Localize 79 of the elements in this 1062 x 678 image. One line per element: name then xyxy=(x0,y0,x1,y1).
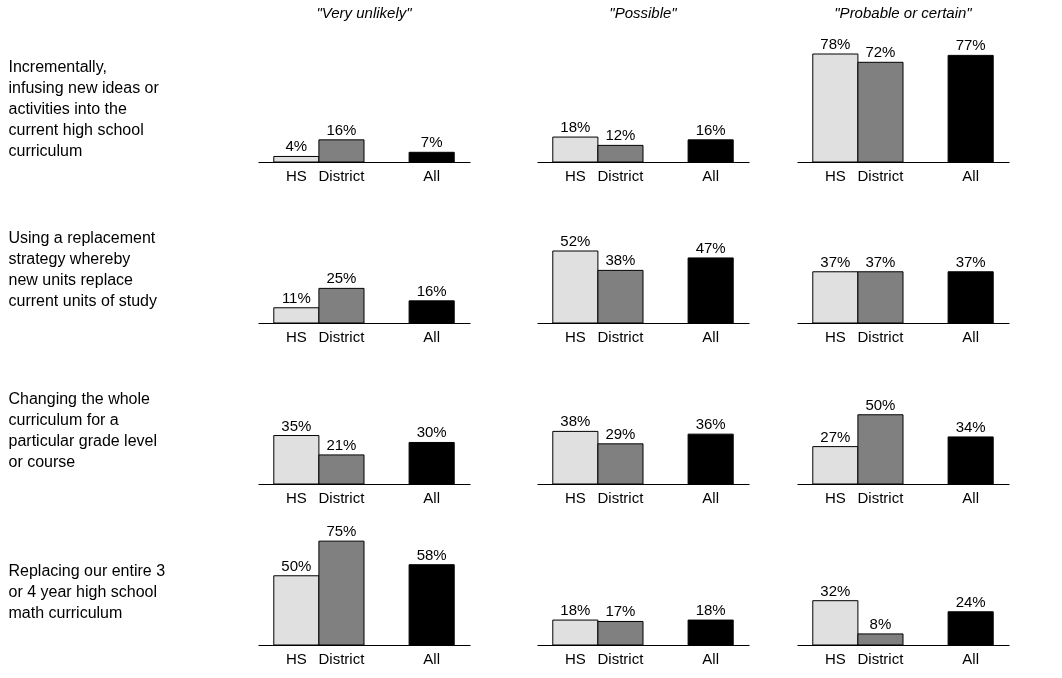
data-label: 78% xyxy=(820,35,851,52)
x-tick-label: All xyxy=(702,327,719,345)
x-tick-label: All xyxy=(423,488,440,506)
data-label: 38% xyxy=(560,412,591,430)
chart-title: "Probable or certain" xyxy=(833,3,973,23)
x-tick-label: District xyxy=(318,488,366,506)
x-tick-label: HS xyxy=(824,649,846,667)
x-tick-label: All xyxy=(423,649,440,667)
data-label: 11% xyxy=(281,288,311,306)
y-axis-title: Replacing our entire 3 or 4 year high school math curriculum xyxy=(8,561,166,621)
x-tick-label: HS xyxy=(285,166,307,184)
data-label: 38% xyxy=(605,251,636,269)
chart-title: "Possible" xyxy=(608,3,678,23)
data-label: 12% xyxy=(605,126,636,144)
x-tick-label: All xyxy=(962,649,979,667)
data-label: 35% xyxy=(281,416,312,434)
data-label: 16% xyxy=(416,281,447,299)
y-axis-title: Changing the whole curriculum for a particular grade level or course xyxy=(8,390,158,470)
x-tick-label: District xyxy=(857,488,905,506)
data-label: 36% xyxy=(695,415,726,433)
x-tick-label: District xyxy=(597,488,645,506)
x-tick-label: HS xyxy=(285,488,307,506)
data-label: 21% xyxy=(326,435,357,453)
x-tick-label: District xyxy=(318,166,366,184)
data-label: 16% xyxy=(695,120,726,138)
x-tick-label: All xyxy=(702,166,719,184)
x-tick-label: HS xyxy=(824,488,846,506)
chart-title: "Very unlikely" xyxy=(315,3,413,23)
x-tick-label: HS xyxy=(824,166,846,184)
x-tick-label: District xyxy=(318,327,366,345)
x-tick-label: All xyxy=(962,166,979,184)
x-tick-label: District xyxy=(597,327,645,345)
data-label: 17% xyxy=(605,602,636,620)
x-tick-label: District xyxy=(857,166,905,184)
data-label: 30% xyxy=(416,423,447,441)
data-label: 47% xyxy=(695,238,726,256)
x-tick-label: All xyxy=(423,166,440,184)
data-label: 77% xyxy=(955,36,986,54)
data-label: 37% xyxy=(865,252,896,270)
data-label: 29% xyxy=(605,424,636,442)
data-label: 4% xyxy=(285,137,308,155)
x-tick-label: HS xyxy=(824,327,846,345)
x-tick-label: District xyxy=(318,649,366,667)
data-label: 7% xyxy=(420,133,443,151)
y-axis-title: Incrementally, infusing new ideas or activities into the current high school curriculum xyxy=(8,57,160,159)
x-tick-label: District xyxy=(597,649,645,667)
x-tick-label: HS xyxy=(285,327,307,345)
x-tick-label: HS xyxy=(564,166,586,184)
data-label: 18% xyxy=(695,601,726,619)
data-label: 37% xyxy=(955,252,986,270)
data-label: 50% xyxy=(865,395,896,413)
data-label: 18% xyxy=(560,118,591,136)
x-tick-label: HS xyxy=(564,327,586,345)
x-tick-label: HS xyxy=(564,649,586,667)
x-tick-label: All xyxy=(962,327,979,345)
data-label: 72% xyxy=(865,43,896,61)
x-tick-label: HS xyxy=(285,649,307,667)
x-tick-label: District xyxy=(857,327,905,345)
data-label: 52% xyxy=(560,232,591,249)
x-tick-label: District xyxy=(857,649,905,667)
x-tick-label: HS xyxy=(564,488,586,506)
data-label: 16% xyxy=(326,120,357,138)
y-axis-title: Using a replacement strategy whereby new units replace current units of study xyxy=(8,229,158,309)
data-label: 27% xyxy=(820,427,851,445)
data-label: 50% xyxy=(281,556,312,574)
x-tick-label: All xyxy=(702,649,719,667)
x-tick-label: All xyxy=(702,488,719,506)
data-label: 37% xyxy=(820,252,851,270)
data-label: 58% xyxy=(416,545,447,563)
data-label: 32% xyxy=(820,581,851,599)
data-label: 18% xyxy=(560,601,591,619)
data-label: 75% xyxy=(326,522,357,540)
x-tick-label: All xyxy=(423,327,440,345)
data-label: 25% xyxy=(326,269,357,287)
data-label: 24% xyxy=(955,592,986,610)
data-label: 8% xyxy=(869,614,892,632)
x-tick-label: All xyxy=(962,488,979,506)
x-tick-label: District xyxy=(597,166,645,184)
data-label: 34% xyxy=(955,417,986,435)
